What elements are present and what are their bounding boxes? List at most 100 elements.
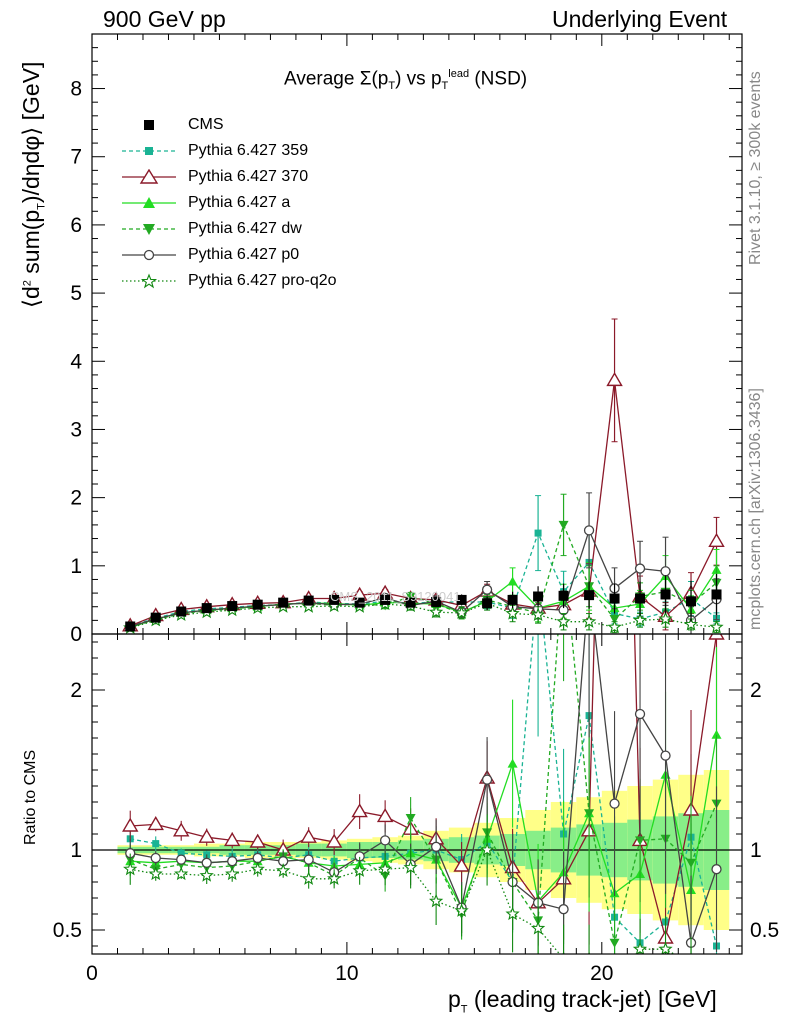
- data-point-pq2o: [683, 616, 699, 631]
- mcplots-label: mcplots.cern.ch [arXiv:1306.3436]: [747, 388, 764, 630]
- x-tick-label: 10: [335, 962, 358, 985]
- legend-marker-dw: [122, 224, 176, 235]
- ratio-point-pp0: [379, 835, 391, 846]
- ratio-y-tick-label: 0.5: [53, 919, 82, 942]
- data-point-pa: [507, 576, 518, 586]
- ratio-point-pq2o: [658, 941, 673, 954]
- y-axis-label: ⟨d2 sum(pT)/dηdφ⟩ [GeV]: [18, 61, 48, 308]
- legend-item-cms: CMS: [118, 112, 337, 138]
- data-point-pq2o: [658, 611, 673, 626]
- ratio-point-p370: [376, 808, 394, 823]
- y-tick-label: 6: [70, 214, 82, 237]
- ratio-point-pq2o: [352, 863, 367, 877]
- data-point-cms: [533, 591, 544, 602]
- data-point-cms: [278, 597, 289, 608]
- data-point-pp0: [634, 563, 646, 574]
- data-point-cms: [329, 594, 340, 605]
- data-point-cms: [252, 599, 263, 610]
- ratio-point-pq2o: [632, 941, 648, 954]
- x-axis-label: pT (leading track-jet) [GeV]: [448, 986, 717, 1016]
- ratio-point-pq2o: [174, 866, 189, 881]
- y-tick-label: 8: [70, 78, 82, 101]
- data-point-cms: [125, 621, 136, 632]
- ratio-point-pq2o: [225, 866, 240, 881]
- y-tick-label: 5: [70, 282, 82, 305]
- legend: CMS Pythia 6.427 359 Pythia 6.427 370 Py…: [118, 112, 337, 294]
- ratio-point-pp0: [252, 852, 263, 864]
- data-point-pq2o: [556, 614, 571, 628]
- data-point-pp0: [583, 525, 595, 536]
- ratio-point-pp0: [227, 856, 238, 867]
- ratio-point-pq2o: [530, 920, 546, 935]
- data-point-pq2o: [632, 612, 648, 627]
- data-point-pq2o: [505, 605, 520, 620]
- ratio-point-pp0: [558, 904, 569, 915]
- data-point-cms: [507, 594, 518, 605]
- data-point-cms: [380, 594, 391, 605]
- data-point-pp0: [660, 566, 671, 577]
- legend-marker-p0: [122, 249, 176, 261]
- ratio-line-p359: [130, 634, 718, 947]
- legend-item-a: Pythia 6.427 a: [118, 190, 337, 216]
- header-left: 900 GeV pp: [103, 6, 226, 32]
- data-point-pdw: [558, 520, 569, 530]
- ratio-point-p359: [177, 849, 185, 857]
- ratio-point-pq2o: [505, 906, 520, 921]
- ratio-point-pa: [507, 758, 518, 768]
- ratio-point-pq2o: [377, 861, 393, 876]
- data-point-cms: [660, 589, 671, 600]
- data-point-pq2o: [709, 619, 724, 634]
- ratio-point-p359: [152, 840, 160, 848]
- ratio-point-pq2o: [428, 893, 444, 908]
- ratio-point-pp0: [201, 857, 212, 868]
- x-tick-label: 20: [590, 962, 613, 985]
- ratio-point-p359: [535, 571, 542, 578]
- ratio-point-p370: [223, 832, 241, 847]
- data-point-pq2o: [454, 605, 469, 619]
- data-point-cms: [558, 590, 569, 601]
- ratio-point-pp0: [430, 841, 442, 852]
- header-right: Underlying Event: [552, 6, 728, 32]
- y-tick-label: 4: [70, 350, 82, 373]
- data-point-pdw: [405, 592, 416, 602]
- ratio-y-tick-label-right: 0.5: [750, 919, 779, 942]
- ratio-point-p370: [249, 833, 266, 848]
- ratio-point-pq2o: [327, 871, 342, 885]
- x-tick-label: 0: [86, 962, 98, 985]
- ratio-point-pdw: [405, 814, 416, 823]
- watermark: CMS_2011_S9120041: [330, 589, 461, 604]
- ratio-y-tick-label: 1: [70, 839, 82, 862]
- data-point-cms: [405, 597, 416, 608]
- ratio-point-pq2o: [148, 866, 163, 881]
- legend-item-dw: Pythia 6.427 dw: [118, 216, 337, 242]
- legend-marker-pro-q2o: [122, 273, 176, 289]
- ratio-point-pp0: [609, 798, 620, 809]
- data-point-cms: [176, 606, 187, 617]
- ratio-point-pq2o: [276, 863, 291, 877]
- data-point-cms: [303, 595, 314, 606]
- ratio-point-pq2o: [403, 860, 418, 874]
- ratio-line-pdw: [129, 634, 718, 943]
- data-point-p370: [708, 532, 725, 547]
- data-point-cms: [686, 596, 697, 607]
- y-tick-label: 3: [70, 418, 82, 441]
- legend-marker-cms: [144, 120, 154, 130]
- series-line-p359: [130, 531, 717, 627]
- ratio-point-p370: [122, 817, 139, 832]
- ratio-point-pq2o: [123, 861, 138, 876]
- legend-item-p0: Pythia 6.427 p0: [118, 242, 337, 268]
- ratio-point-pp0: [481, 774, 493, 785]
- series-cms: [125, 574, 722, 632]
- data-point-cms: [711, 589, 722, 600]
- data-point-p370: [606, 371, 623, 387]
- ratio-point-pdw: [635, 836, 646, 846]
- ratio-point-p370: [453, 857, 470, 872]
- ratio-point-pq2o: [250, 861, 265, 876]
- data-point-cms: [431, 596, 442, 607]
- ratio-series-pp0: [125, 634, 722, 954]
- ratio-point-pq2o: [199, 868, 214, 882]
- ratio-point-pp0: [150, 852, 161, 864]
- ratio-point-pa: [711, 729, 722, 739]
- ratio-y-tick-label-right: 1: [750, 839, 762, 862]
